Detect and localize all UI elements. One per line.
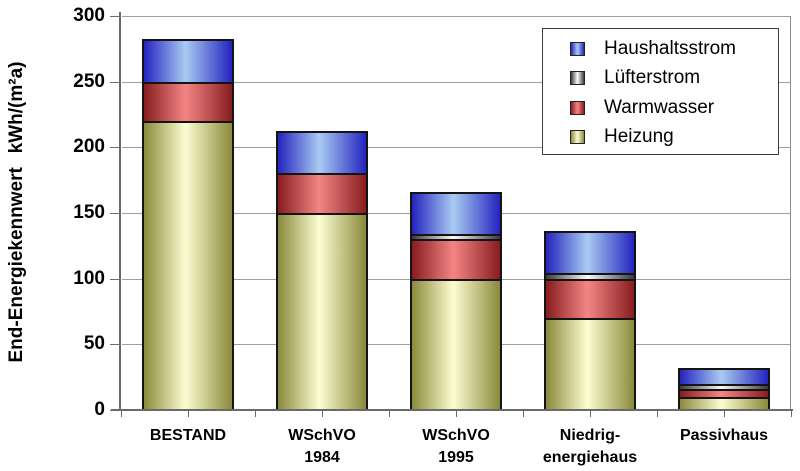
bar-segment-lfterstrom [678,384,770,389]
y-tick-label: 300 [73,5,105,26]
x-tick-mark [121,411,122,417]
category-label-line: 1995 [438,449,474,466]
bar-segment-warmwasser [544,279,636,318]
category-label-line: Passivhaus [679,427,769,444]
x-tick-mark [791,411,792,417]
legend-swatch-icon [570,100,585,115]
legend-item: Warmwasser [543,93,778,123]
category-label: Passivhaus [657,425,791,447]
category-label: BESTAND [121,425,255,447]
category-label: WSchVO 1984 [255,425,389,469]
category-label-line: Niedrig- [559,427,621,444]
category-label: WSchVO 1995 [389,425,523,469]
category-label-line: energiehaus [542,449,638,466]
bar-segment-warmwasser [142,82,234,121]
bar-segment-heizung [410,279,502,410]
bar-segment-haushaltsstrom [544,231,636,273]
gridline [122,147,790,148]
y-tick-mark [110,410,121,411]
legend-label: Warmwasser [604,96,715,118]
x-tick-mark [523,411,524,417]
category-label: Niedrig-energiehaus [523,425,657,469]
bar-segment-heizung [544,318,636,410]
legend-swatch-icon [570,41,585,56]
gridline [122,82,790,83]
category-label-line: BESTAND [149,427,227,444]
y-tick-mark [110,82,121,83]
y-axis-title: End-Energiekennwert kWh/(m²a) [6,61,27,363]
x-tick-mark [255,411,256,417]
bar-segment-heizung [678,397,770,410]
bar-segment-heizung [142,121,234,410]
y-tick-mark [110,213,121,214]
y-tick-label: 250 [73,71,105,92]
bar-segment-haushaltsstrom [678,368,770,384]
y-tick-mark [110,16,121,17]
x-tick-mark [590,411,591,417]
gridline [122,16,790,17]
legend-swatch-icon [570,130,585,145]
legend-item: Lüfterstrom [543,64,778,94]
legend: Haushaltsstrom Lüfterstrom Warmwasser Heizu… [542,28,779,155]
legend-item: Haushaltsstrom [543,34,778,64]
legend-label: Heizung [604,126,674,148]
bar-segment-lfterstrom [544,273,636,279]
category-label-line: WSchVO [288,427,356,444]
category-label-line: 1984 [304,449,340,466]
bar-segment-haushaltsstrom [410,192,502,234]
x-tick-mark [322,411,323,417]
bar-segment-warmwasser [410,239,502,279]
legend-label: Haushaltsstrom [604,37,736,59]
plot-right-border [790,16,791,410]
bar-segment-heizung [276,213,368,410]
bar-segment-warmwasser [276,173,368,213]
bar-segment-lfterstrom [410,234,502,239]
y-tick-label: 0 [94,399,105,420]
y-tick-mark [110,344,121,345]
legend-swatch-icon [570,71,585,86]
y-axis-line [119,12,121,411]
x-tick-mark [724,411,725,417]
y-tick-label: 200 [73,136,105,157]
legend-item: Heizung [543,123,778,153]
y-tick-mark [110,147,121,148]
y-tick-label: 50 [83,333,105,354]
x-axis-line [111,409,793,411]
bar-segment-haushaltsstrom [142,39,234,82]
x-tick-mark [456,411,457,417]
category-label-line: WSchVO [422,427,490,444]
bar-segment-haushaltsstrom [276,131,368,173]
y-tick-label: 150 [73,202,105,223]
y-tick-label: 100 [73,268,105,289]
y-tick-mark [110,279,121,280]
legend-label: Lüfterstrom [604,67,701,89]
bar-segment-warmwasser [678,389,770,397]
x-tick-mark [389,411,390,417]
x-tick-mark [188,411,189,417]
x-tick-mark [657,411,658,417]
